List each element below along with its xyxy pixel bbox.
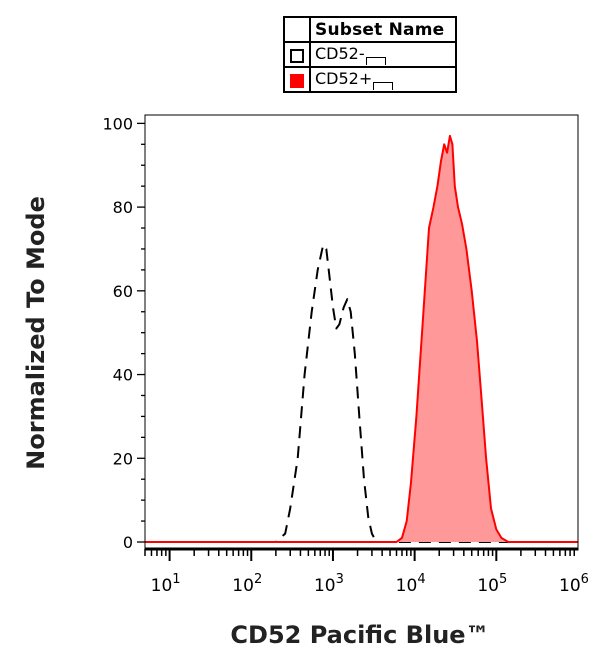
legend-label: CD52+ — [315, 69, 373, 88]
legend-header: Subset Name — [309, 16, 457, 43]
legend-label-cell: CD52- — [309, 41, 457, 68]
legend-marker-box — [365, 57, 386, 65]
y-tick-label: 40 — [113, 366, 133, 385]
x-tick-base: 10 — [396, 576, 418, 596]
x-tick-exponent: 5 — [499, 572, 507, 587]
x-tick-base: 10 — [314, 576, 336, 596]
x-tick-base: 10 — [559, 576, 581, 596]
x-tick-exponent: 2 — [254, 572, 262, 587]
series-line-1 — [145, 243, 578, 543]
legend-row-cd52-neg: CD52- — [283, 41, 457, 68]
series-layer — [145, 134, 578, 543]
x-tick-exponent: 4 — [417, 572, 425, 587]
y-tick-label: 100 — [102, 114, 133, 133]
legend-swatch-outline — [290, 48, 304, 63]
legend-label: CD52- — [315, 44, 365, 63]
legend-header-row: Subset Name — [283, 16, 457, 43]
legend-corner-cell — [283, 16, 311, 43]
legend-row-cd52-pos: CD52+ — [283, 66, 457, 93]
legend-marker-box — [373, 82, 394, 90]
series-area-2 — [145, 135, 578, 542]
x-tick-label: 102 — [232, 572, 262, 596]
x-axis-label: CD52 Pacific Blue™ — [230, 621, 489, 649]
y-tick-label: 20 — [113, 449, 133, 468]
x-tick-label: 106 — [559, 572, 589, 596]
x-tick-label: 104 — [396, 572, 426, 596]
legend-swatch-filled — [290, 73, 304, 88]
x-tick-base: 10 — [151, 576, 173, 596]
x-tick-exponent: 6 — [581, 572, 589, 587]
x-tick-label: 101 — [151, 572, 181, 596]
x-tick-base: 10 — [477, 576, 499, 596]
x-tick-base: 10 — [232, 576, 254, 596]
legend-label-cell: CD52+ — [309, 66, 457, 93]
legend-swatch-cell — [283, 66, 311, 93]
y-tick-label: 80 — [113, 198, 133, 217]
y-axis-label: Normalized To Mode — [22, 196, 50, 470]
x-tick-label: 105 — [477, 572, 507, 596]
x-tick-exponent: 1 — [172, 572, 180, 587]
y-tick-label: 0 — [123, 533, 133, 552]
legend: Subset Name CD52- CD52+ — [283, 16, 457, 93]
series-line-2 — [145, 134, 578, 543]
legend-swatch-cell — [283, 41, 311, 68]
y-tick-label: 60 — [113, 282, 133, 301]
x-tick-label: 103 — [314, 572, 344, 596]
x-tick-exponent: 3 — [336, 572, 344, 587]
plot-frame — [144, 114, 579, 551]
